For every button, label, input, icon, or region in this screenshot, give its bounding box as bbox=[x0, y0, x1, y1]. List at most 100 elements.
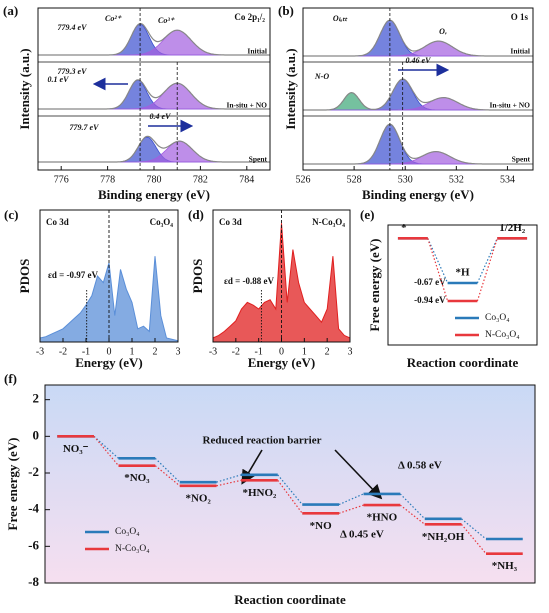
category-label: *NO₃ bbox=[124, 472, 150, 484]
x-axis-title: Binding energy (eV) bbox=[98, 187, 210, 202]
annotation: 779.7 eV bbox=[70, 123, 100, 132]
category-label: *HNO₂ bbox=[242, 487, 277, 499]
pdos-line bbox=[212, 223, 351, 339]
connector bbox=[427, 238, 449, 302]
y-axis-title: PDOS bbox=[17, 259, 32, 294]
value-label: -0.67 eV bbox=[414, 277, 446, 287]
panel-label: (f) bbox=[4, 371, 17, 386]
category-label: *HNO bbox=[367, 512, 398, 524]
plot-frame bbox=[37, 7, 271, 171]
annotation: Co²⁺ bbox=[105, 14, 122, 23]
y-axis-title: PDOS bbox=[190, 259, 205, 294]
annotation: Δ 0.58 eV bbox=[398, 460, 442, 472]
connector bbox=[338, 493, 364, 506]
legend-label: N-Co₃O₄ bbox=[115, 544, 150, 554]
x-tick-label: 532 bbox=[449, 174, 464, 185]
y-tick-label: 0 bbox=[33, 427, 40, 442]
category-label: * bbox=[401, 222, 407, 234]
x-axis-title: Reaction coordinate bbox=[407, 355, 519, 370]
x-tick-label: 776 bbox=[54, 174, 69, 185]
fit-peak bbox=[302, 40, 534, 57]
x-tick-label: -2 bbox=[232, 346, 240, 357]
x-tick-label: 3 bbox=[348, 346, 353, 357]
x-tick-label: -2 bbox=[59, 346, 67, 357]
x-tick-label: 778 bbox=[100, 174, 115, 185]
connector bbox=[277, 474, 303, 505]
legend-label: Co₃O₄ bbox=[115, 527, 140, 537]
x-tick-label: 784 bbox=[239, 174, 254, 185]
connector bbox=[461, 523, 487, 555]
x-tick-label: -1 bbox=[254, 346, 262, 357]
x-tick-label: 0 bbox=[107, 346, 112, 357]
plot-frame bbox=[44, 384, 536, 584]
chart-title: O 1s bbox=[511, 12, 529, 22]
annotation: Co³⁺ bbox=[158, 16, 175, 25]
y-tick-label: -6 bbox=[28, 537, 39, 552]
x-tick-label: 528 bbox=[347, 174, 362, 185]
y-tick-label: -4 bbox=[28, 501, 39, 516]
x-tick-label: 1 bbox=[302, 346, 307, 357]
d-band-label: εd = -0.88 eV bbox=[224, 276, 274, 286]
legend-label: N-Co₃O₄ bbox=[485, 330, 520, 340]
envelope bbox=[38, 135, 270, 163]
category-label: *NH₃ bbox=[492, 560, 518, 572]
spectrum-name: Spent bbox=[249, 155, 268, 164]
x-tick-label: 3 bbox=[176, 346, 181, 357]
panel-label: (e) bbox=[360, 207, 374, 222]
x-tick-label: 1 bbox=[130, 346, 135, 357]
x-tick-label: 2 bbox=[325, 346, 330, 357]
envelope bbox=[303, 123, 533, 165]
connector bbox=[216, 479, 242, 487]
annotation: 0.1 eV bbox=[48, 75, 70, 84]
envelope bbox=[303, 78, 533, 111]
annotation: Δ 0.45 eV bbox=[340, 529, 384, 541]
spectrum-name: Initial bbox=[247, 47, 267, 56]
y-axis-title: Free energy (eV) bbox=[367, 239, 382, 332]
y-axis-title: Intensity (a.u.) bbox=[17, 48, 32, 129]
connector bbox=[338, 504, 364, 514]
chart-title: Co 2p₁/₂ bbox=[234, 12, 265, 22]
connector bbox=[427, 238, 449, 284]
spectrum-name: In-situ + NO bbox=[489, 101, 530, 110]
category-label: *H bbox=[455, 267, 470, 279]
area-fill bbox=[40, 256, 178, 342]
spectrum-name: Initial bbox=[510, 47, 530, 56]
x-tick-label: 526 bbox=[296, 174, 311, 185]
category-label: *NO₂ bbox=[185, 492, 211, 504]
x-tick-label: 780 bbox=[147, 174, 162, 185]
x-tick-label: 2 bbox=[153, 346, 158, 357]
spectrum-name: In-situ + NO bbox=[226, 101, 267, 110]
barrier-arrow bbox=[241, 449, 263, 485]
y-tick-label: -8 bbox=[28, 574, 39, 589]
x-tick-label: 782 bbox=[193, 174, 208, 185]
fit-peak bbox=[37, 29, 271, 56]
chart-title: Co 3d bbox=[219, 217, 242, 227]
connector bbox=[154, 457, 181, 483]
x-tick-label: -3 bbox=[209, 346, 217, 357]
annotation: Oₗₐₜₜ bbox=[333, 14, 348, 23]
category-label: *NO bbox=[310, 520, 332, 532]
y-tick-label: -2 bbox=[28, 464, 39, 479]
connector bbox=[399, 493, 426, 520]
spectrum-name: Spent bbox=[512, 155, 531, 164]
x-tick-label: 0 bbox=[279, 346, 284, 357]
annotation: 779.4 eV bbox=[58, 23, 88, 32]
x-axis-title: Energy (eV) bbox=[248, 355, 316, 370]
panel-label: (d) bbox=[188, 207, 204, 222]
y-axis-title: Intensity (a.u.) bbox=[283, 48, 298, 129]
plot-frame bbox=[212, 209, 351, 343]
category-label: 1/2H₂ bbox=[499, 222, 526, 234]
connector bbox=[399, 504, 426, 525]
y-axis-title: Free energy (eV) bbox=[5, 438, 20, 531]
panel-label: (c) bbox=[4, 207, 18, 222]
x-axis-title: Energy (eV) bbox=[75, 355, 143, 370]
d-band-label: εd = -0.97 eV bbox=[48, 270, 98, 280]
category-label: *NH₂OH bbox=[422, 531, 465, 543]
connector bbox=[93, 435, 119, 467]
connector bbox=[216, 474, 242, 483]
category-label: NO₃⁻ bbox=[63, 443, 89, 455]
envelope bbox=[38, 22, 270, 56]
panel-f-background bbox=[45, 385, 535, 583]
envelope bbox=[38, 79, 270, 110]
